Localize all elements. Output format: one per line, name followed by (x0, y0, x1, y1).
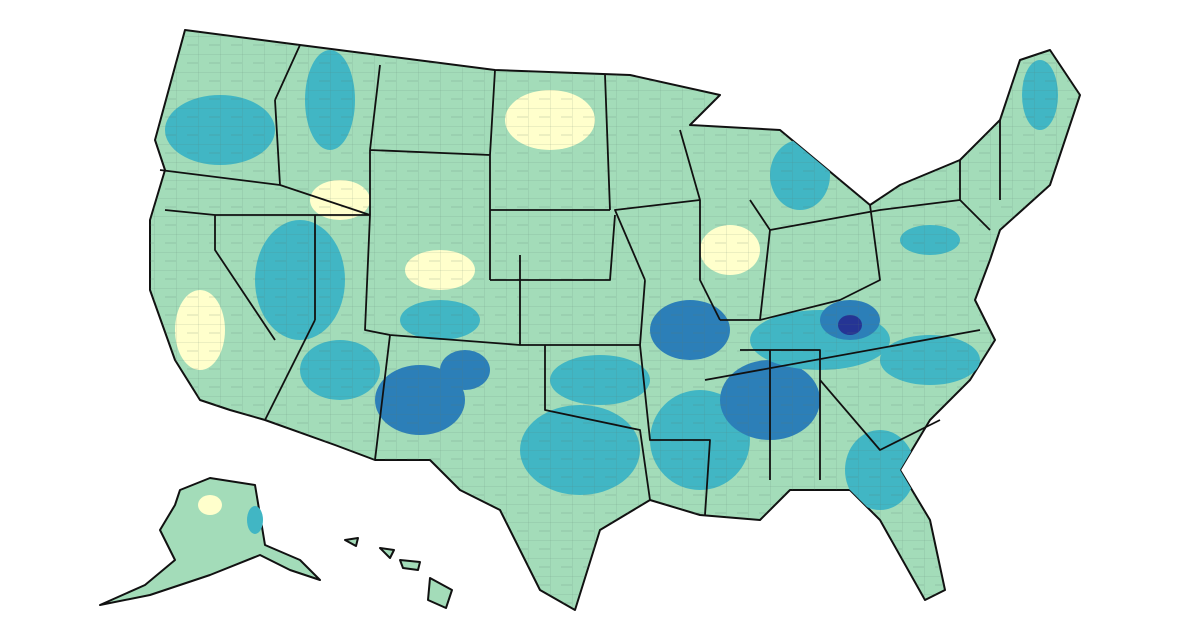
hawaii-island (427, 577, 453, 609)
hawaii-island (344, 537, 359, 547)
hawaii (344, 537, 453, 609)
region (198, 495, 222, 515)
region (247, 506, 263, 534)
hawaii-island (379, 547, 395, 559)
state-borders (159, 44, 1001, 516)
alaska (99, 477, 321, 606)
hawaii-island (399, 559, 421, 571)
